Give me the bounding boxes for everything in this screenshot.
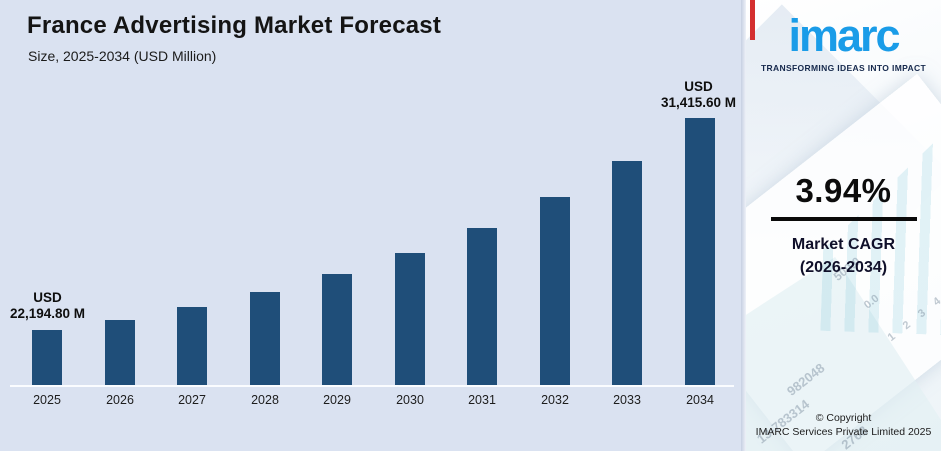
x-axis-label-2028: 2028 <box>251 393 279 407</box>
x-axis-line <box>10 385 734 387</box>
bar-2034 <box>685 118 715 385</box>
x-axis-label-2029: 2029 <box>323 393 351 407</box>
chart-area: France Advertising Market Forecast Size,… <box>0 0 741 451</box>
bar-2031 <box>467 228 497 385</box>
cagr-divider-line <box>770 217 917 221</box>
value-label-2034: USD 31,415.60 M <box>648 79 749 111</box>
bar-2027 <box>177 307 207 385</box>
copyright: © Copyright IMARC Services Private Limit… <box>746 411 941 439</box>
bar-2030 <box>395 253 425 385</box>
imarc-logo-tagline: TRANSFORMING IDEAS INTO IMPACT <box>760 62 927 73</box>
chart-subtitle: Size, 2025-2034 (USD Million) <box>28 48 217 64</box>
cagr-period: (2026-2034) <box>799 259 888 276</box>
bar-2033 <box>612 161 642 385</box>
brand-panel: 500.0 0.0 1 2 3 4 982048 13-783314 2768 imarc… <box>746 0 941 451</box>
value-label-2025-currency: USD <box>33 290 62 305</box>
x-axis-label-2027: 2027 <box>178 393 206 407</box>
x-axis-label-2025: 2025 <box>33 393 61 407</box>
value-label-2034-amount: 31,415.60 M <box>660 95 737 110</box>
cagr-block: 3.94% Market CAGR (2026-2034) <box>746 172 941 279</box>
red-accent-stripe <box>750 0 755 40</box>
watermark-text: 1 2 3 4 <box>885 292 941 344</box>
copyright-line2: IMARC Services Private Limited 2025 <box>755 426 932 438</box>
imarc-logo: imarc TRANSFORMING IDEAS INTO IMPACT <box>746 10 941 73</box>
value-label-2025-amount: 22,194.80 M <box>9 306 86 321</box>
bar-2028 <box>250 292 280 385</box>
panel-divider <box>741 0 746 451</box>
x-axis-label-2026: 2026 <box>106 393 134 407</box>
watermark-text: 982048 <box>783 360 828 399</box>
cagr-value: 3.94% <box>795 172 892 209</box>
bar-2026 <box>105 320 135 385</box>
watermark-text: 0.0 <box>861 292 882 312</box>
chart-title: France Advertising Market Forecast <box>27 12 442 39</box>
bar-2029 <box>322 274 352 385</box>
x-axis-label-2034: 2034 <box>686 393 714 407</box>
bar-2032 <box>540 197 570 385</box>
x-axis-label-2031: 2031 <box>468 393 496 407</box>
x-axis-label-2032: 2032 <box>541 393 569 407</box>
cagr-label: Market CAGR <box>791 236 896 253</box>
value-label-2025: USD 22,194.80 M <box>0 290 95 322</box>
value-label-2034-currency: USD <box>684 79 713 94</box>
x-axis-label-2033: 2033 <box>613 393 641 407</box>
copyright-line1: © Copyright <box>815 412 872 424</box>
imarc-logo-text: imarc <box>788 10 900 61</box>
bar-2025 <box>32 330 62 385</box>
x-axis-label-2030: 2030 <box>396 393 424 407</box>
